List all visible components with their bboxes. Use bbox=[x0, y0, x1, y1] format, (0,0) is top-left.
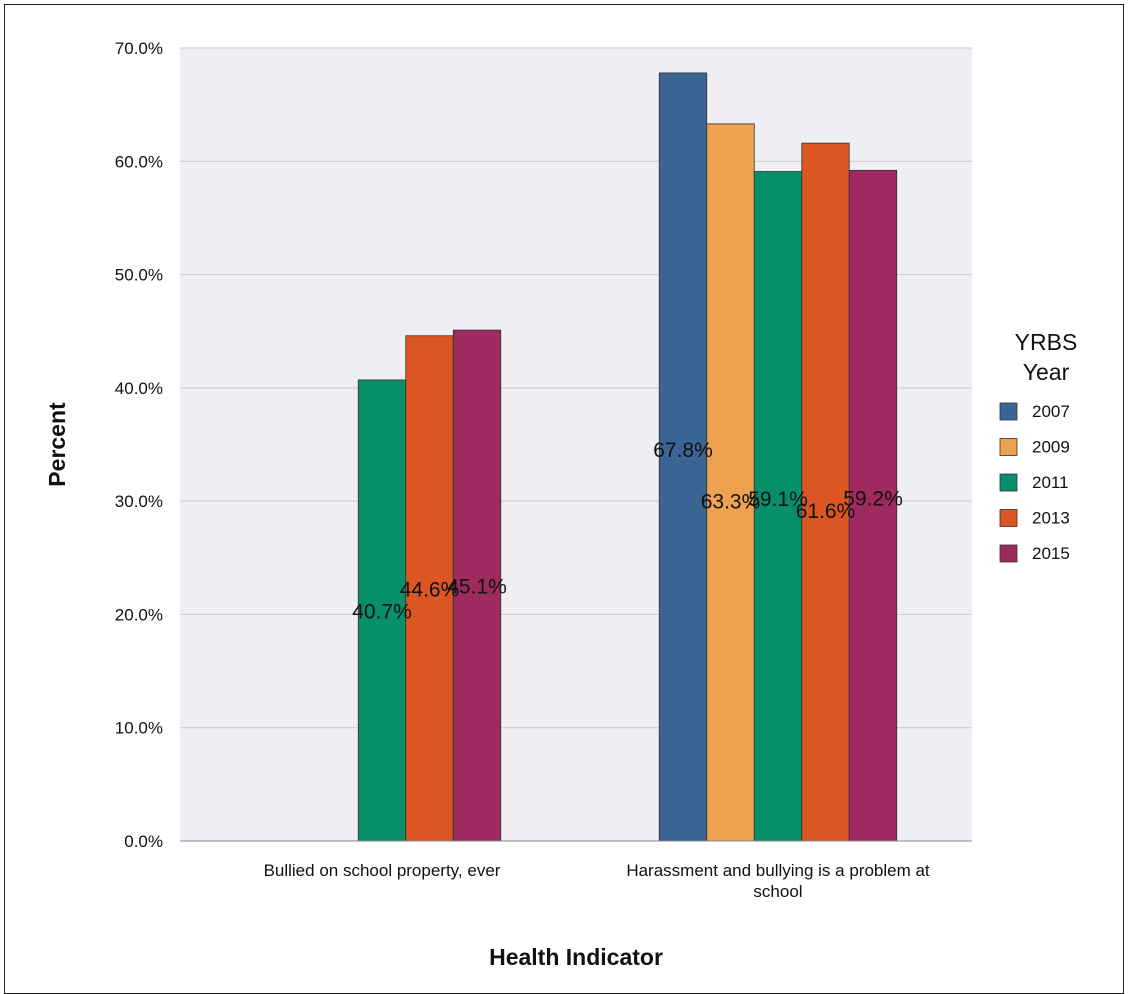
legend-title: YRBS bbox=[1015, 329, 1078, 355]
legend: YRBS Year 2007 2009 2011 2013 2015 bbox=[999, 329, 1078, 563]
x-category-label: Bullied on school property, ever bbox=[264, 861, 501, 880]
bar-2015 bbox=[848, 169, 898, 842]
data-label-2013: 61.6% bbox=[796, 500, 856, 523]
bar-2015 bbox=[452, 329, 502, 842]
y-tick-label: 0.0% bbox=[124, 832, 163, 851]
data-label-2009: 63.3% bbox=[701, 490, 761, 513]
legend-swatch bbox=[999, 509, 1018, 527]
y-axis-title: Percent bbox=[44, 402, 70, 487]
y-tick-label: 20.0% bbox=[115, 605, 163, 624]
bar-2009 bbox=[706, 123, 755, 842]
y-tick-label: 50.0% bbox=[115, 266, 163, 285]
data-label-2007: 67.8% bbox=[653, 439, 713, 462]
bars bbox=[357, 72, 898, 842]
x-category-label: Harassment and bullying is a problem at bbox=[626, 861, 930, 880]
legend-swatch bbox=[999, 402, 1018, 421]
data-label-2015: 45.1% bbox=[447, 576, 507, 599]
bar-2007 bbox=[658, 72, 708, 842]
bar-2013 bbox=[405, 335, 454, 842]
legend-label: 2007 bbox=[1032, 402, 1070, 421]
x-axis-title: Health Indicator bbox=[489, 944, 663, 970]
y-tick-label: 40.0% bbox=[115, 379, 163, 398]
legend-title: Year bbox=[1023, 359, 1070, 385]
y-axis-ticks: 0.0% 10.0% 20.0% 30.0% 40.0% 50.0% 60.0% 70.0% bbox=[115, 39, 163, 851]
legend-label: 2009 bbox=[1032, 438, 1070, 457]
y-tick-label: 10.0% bbox=[115, 719, 163, 738]
legend-swatch bbox=[999, 544, 1018, 563]
x-axis-categories: Bullied on school property, ever Harassme… bbox=[264, 861, 930, 901]
data-labels: 40.7%44.6%45.1% 67.8% 63.3%59.1%61.6%59.2% bbox=[352, 439, 903, 624]
y-tick-label: 60.0% bbox=[115, 152, 163, 171]
data-label-2011: 40.7% bbox=[352, 600, 412, 623]
legend-label: 2013 bbox=[1032, 509, 1070, 528]
data-label-2013: 44.6% bbox=[400, 578, 460, 601]
bar-2011 bbox=[357, 379, 407, 842]
legend-swatch bbox=[999, 438, 1018, 456]
legend-label: 2011 bbox=[1032, 473, 1069, 492]
data-label-2015: 59.2% bbox=[843, 488, 903, 511]
legend-label: 2015 bbox=[1032, 544, 1070, 563]
x-category-label: school bbox=[753, 882, 802, 901]
y-tick-label: 30.0% bbox=[115, 492, 163, 511]
bar-2013 bbox=[801, 142, 850, 842]
data-label-2011: 59.1% bbox=[748, 488, 808, 511]
y-tick-label: 70.0% bbox=[115, 39, 163, 58]
legend-swatch bbox=[999, 473, 1018, 492]
